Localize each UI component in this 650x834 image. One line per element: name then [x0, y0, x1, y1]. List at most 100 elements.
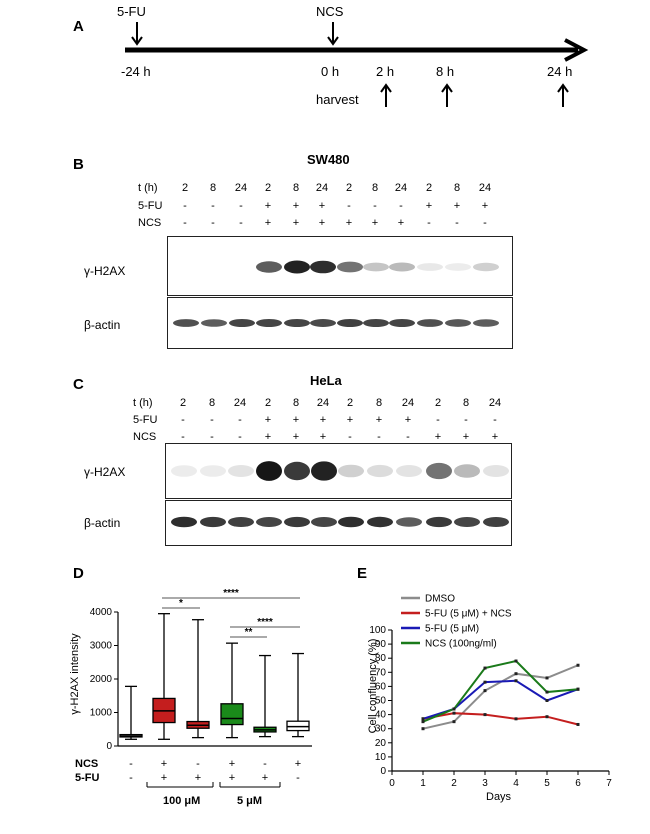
panel-c-label: C	[73, 376, 84, 393]
panel-b-5fu-mark-7: -	[373, 200, 377, 212]
panel-d-conc-100: 100 μM	[163, 795, 201, 807]
linechart-xtick-label-2: 2	[451, 778, 457, 789]
panel-b-actin-band-3	[256, 319, 282, 327]
panel-c-5fu-mark-11: -	[493, 414, 497, 426]
panel-b-ncs-mark-5: +	[318, 217, 326, 229]
panel-b-5fu-mark-9: +	[425, 200, 433, 212]
panel-b-ncs-mark-8: +	[397, 217, 405, 229]
series-line-3	[422, 659, 579, 723]
panel-c-actin-band-0	[171, 516, 197, 528]
panel-b-5fu-mark-8: -	[399, 200, 403, 212]
panel-b-5fu-mark-2: -	[239, 200, 243, 212]
panel-c-h2ax-band-9	[426, 462, 452, 480]
panel-b-h2ax-band-3	[256, 261, 282, 273]
sig-label-1: ****	[223, 588, 239, 599]
panel-b-time-6: 2	[345, 182, 353, 194]
panel-b-ncs-mark-11: -	[483, 217, 487, 229]
series-0-point-2	[483, 689, 487, 693]
linechart-xtick-label-7: 7	[606, 778, 612, 789]
panel-c-ncs-mark-6: -	[348, 431, 352, 443]
boxplot-ytick-label-4: 4000	[90, 607, 113, 618]
panel-c-h2ax-band-0	[171, 465, 197, 477]
panel-b-ncs-mark-3: +	[264, 217, 272, 229]
panel-c-ncs-mark-1: -	[210, 431, 214, 443]
timeline-svg	[125, 22, 589, 107]
panel-e-label: E	[357, 565, 368, 582]
panel-c-actin-label: β-actin	[84, 516, 121, 530]
panel-b-h2ax-band-10	[445, 263, 471, 271]
linechart-xtick-label-5: 5	[544, 778, 550, 789]
series-3-point-0	[421, 720, 425, 724]
series-3-point-5	[576, 687, 580, 691]
panel-c-h2ax-blot	[165, 443, 512, 499]
panel-d-ncs-row: - + - + - +	[0, 758, 650, 772]
panel-c-time-1: 8	[208, 397, 216, 409]
panel-d-ncs-row-label: NCS	[75, 758, 99, 770]
panel-b-actin-band-6	[337, 318, 363, 328]
panel-c-title: HeLa	[310, 373, 342, 388]
linechart-xtick-label-4: 4	[513, 778, 519, 789]
panel-d-ncs-mark-3: +	[228, 758, 236, 770]
series-1-point-1	[452, 711, 456, 715]
linechart-ytick-label-5: 50	[375, 696, 387, 707]
panel-c-5fu-mark-1: -	[210, 414, 214, 426]
panel-c-actin-band-10	[454, 517, 480, 527]
panel-c-actin-band-5	[311, 517, 337, 527]
panel-c-actin-band-1	[200, 516, 226, 528]
panel-b-time-11: 24	[478, 182, 492, 194]
panel-c-time-5: 24	[316, 397, 330, 409]
panel-d-5fu-mark-2: +	[194, 772, 202, 784]
panel-c-h2ax-band-1	[200, 465, 226, 477]
panel-b-5fu-mark-6: -	[347, 200, 351, 212]
panel-c-5fu-mark-7: +	[375, 414, 383, 426]
series-3-point-2	[483, 666, 487, 670]
series-2-point-2	[483, 680, 487, 684]
panel-c-row-label-ncs: NCS	[133, 431, 157, 443]
panel-d-5fu-mark-0: -	[129, 772, 133, 784]
panel-b-title: SW480	[307, 152, 350, 167]
panel-c-time-10: 8	[462, 397, 470, 409]
timeline-tick-2: 2 h	[376, 64, 395, 79]
panel-c-time-2: 24	[233, 397, 247, 409]
panel-c-h2ax-band-6	[338, 464, 364, 478]
panel-b-ncs-mark-2: -	[239, 217, 243, 229]
panel-b-row-label-ncs: NCS	[138, 217, 162, 229]
series-1-point-4	[545, 715, 549, 719]
linechart-ytick-label-10: 100	[369, 625, 386, 636]
series-2-point-0	[421, 717, 425, 721]
series-3-point-4	[545, 690, 549, 694]
panel-c-ncs-mark-11: +	[491, 431, 499, 443]
panel-c-ncs-mark-5: +	[319, 431, 327, 443]
panel-b-actin-band-5	[310, 319, 336, 327]
panel-b-time-9: 2	[425, 182, 433, 194]
panel-c-h2ax-band-7	[367, 464, 393, 478]
panel-d-5fu-row: - + + + + -	[0, 772, 650, 786]
series-0-point-4	[545, 676, 549, 680]
panel-c-5fu-mark-4: +	[292, 414, 300, 426]
panel-d-5fu-mark-1: +	[160, 772, 168, 784]
panel-c-time-3: 2	[264, 397, 272, 409]
panel-b-5fu-mark-5: +	[318, 200, 326, 212]
panel-c-time-9: 2	[434, 397, 442, 409]
panel-c-h2ax-band-4	[284, 461, 310, 481]
panel-c-actin-band-3	[256, 517, 282, 527]
series-0-point-1	[452, 720, 456, 724]
series-0-point-0	[421, 727, 425, 731]
panel-b-ncs-mark-1: -	[211, 217, 215, 229]
series-1-point-2	[483, 713, 487, 717]
series-2-point-3	[514, 679, 518, 683]
panel-b-ncs-mark-4: +	[292, 217, 300, 229]
panel-c-time-row: 2 8 24 2 8 24 2 8 24 2 8 24	[0, 397, 650, 411]
panel-c-time-11: 24	[488, 397, 502, 409]
panel-c-5fu-mark-5: +	[319, 414, 327, 426]
timeline-tick-8: 8 h	[436, 64, 455, 79]
panel-c-5fu-mark-9: -	[436, 414, 440, 426]
panel-b-actin-band-8	[389, 319, 415, 327]
panel-c-actin-band-8	[396, 517, 422, 527]
series-0-point-5	[576, 663, 580, 667]
panel-d-5fu-mark-3: +	[228, 772, 236, 784]
panel-b-time-8: 24	[394, 182, 408, 194]
series-1-point-5	[576, 722, 580, 726]
legend-label-2: 5-FU (5 μM)	[425, 624, 479, 635]
